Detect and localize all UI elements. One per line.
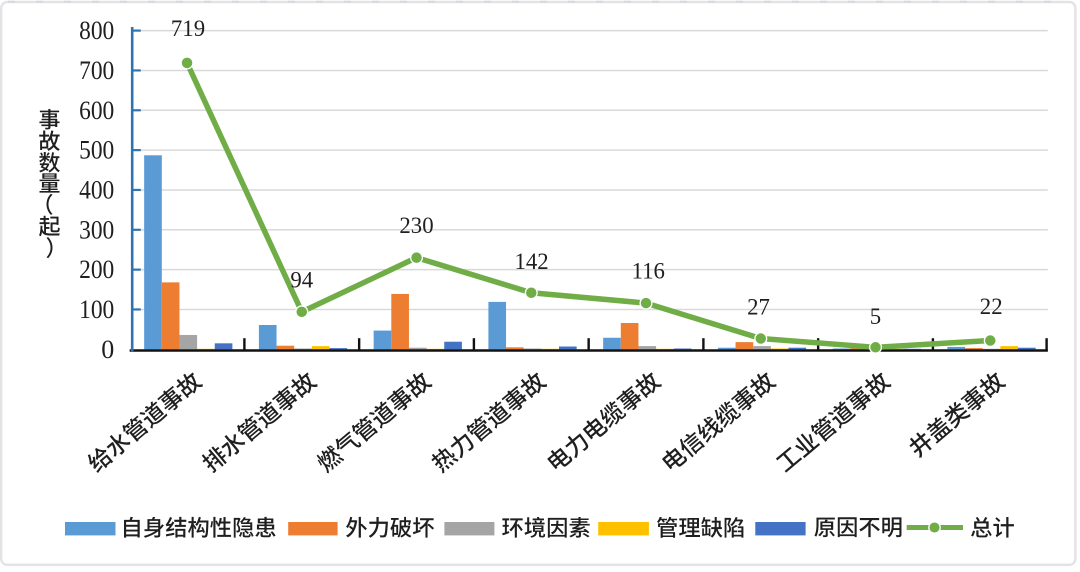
svg-text:500: 500 — [79, 136, 114, 165]
svg-text:400: 400 — [79, 176, 114, 205]
svg-text:142: 142 — [514, 249, 548, 274]
svg-text:300: 300 — [79, 215, 114, 244]
svg-text:719: 719 — [171, 16, 205, 41]
svg-text:116: 116 — [632, 259, 665, 284]
svg-text:230: 230 — [399, 213, 433, 238]
svg-text:27: 27 — [747, 295, 770, 320]
svg-text:22: 22 — [980, 294, 1003, 319]
svg-text:94: 94 — [290, 268, 313, 293]
svg-text:100: 100 — [79, 295, 114, 324]
svg-text:5: 5 — [870, 304, 881, 329]
svg-text:700: 700 — [79, 56, 114, 85]
svg-text:800: 800 — [79, 16, 114, 45]
svg-text:600: 600 — [79, 96, 114, 125]
svg-text:0: 0 — [101, 335, 114, 364]
svg-text:200: 200 — [79, 255, 114, 284]
